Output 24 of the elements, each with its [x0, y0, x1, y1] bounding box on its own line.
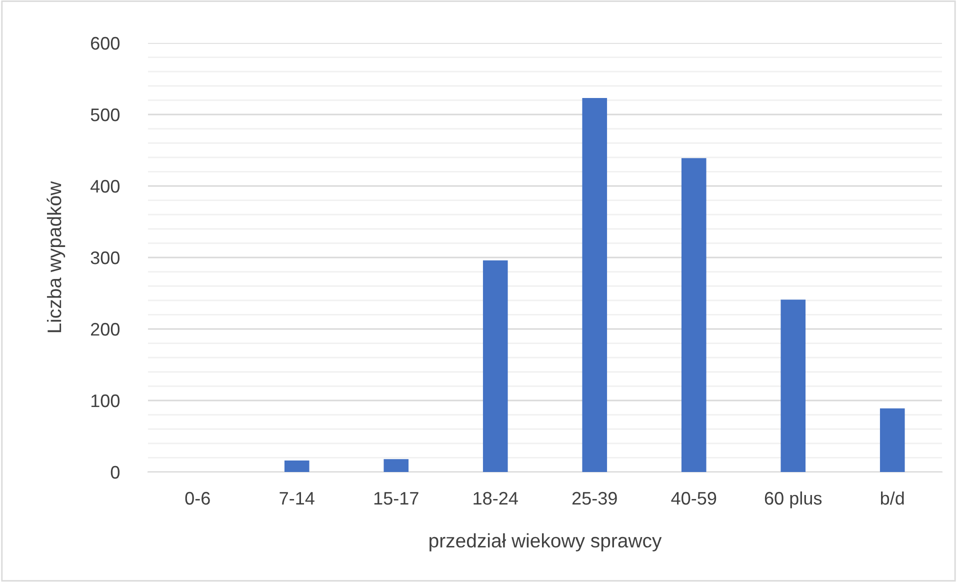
bar [681, 158, 706, 472]
x-tick-label: 25-39 [572, 492, 617, 505]
y-tick-label: 300 [90, 251, 120, 264]
x-axis-title: przedział wiekowy sprawcy [430, 533, 662, 552]
y-tick-label: 400 [90, 180, 120, 193]
x-tick-label: 0-6 [185, 492, 210, 505]
bar [482, 260, 508, 472]
x-tick-label: b/d [880, 491, 904, 505]
bar [880, 408, 905, 472]
x-tick-label: 18-24 [474, 492, 518, 505]
bar [384, 459, 409, 472]
bar [780, 300, 806, 472]
x-tick-label: 7-14 [280, 492, 314, 505]
y-tick-label: 600 [91, 36, 120, 50]
bar [284, 460, 310, 472]
x-tick-label: 40-59 [671, 492, 716, 505]
x-tick-label: 60 plus [764, 491, 822, 508]
y-tick-label: 200 [91, 322, 120, 336]
y-tick-label: 100 [91, 394, 120, 408]
x-tick-label: 15-17 [374, 492, 418, 505]
y-tick-label: 0 [110, 466, 120, 479]
bar [582, 98, 608, 472]
y-tick-label: 500 [90, 108, 120, 122]
y-axis-title: Liczba wypadków [46, 181, 66, 332]
